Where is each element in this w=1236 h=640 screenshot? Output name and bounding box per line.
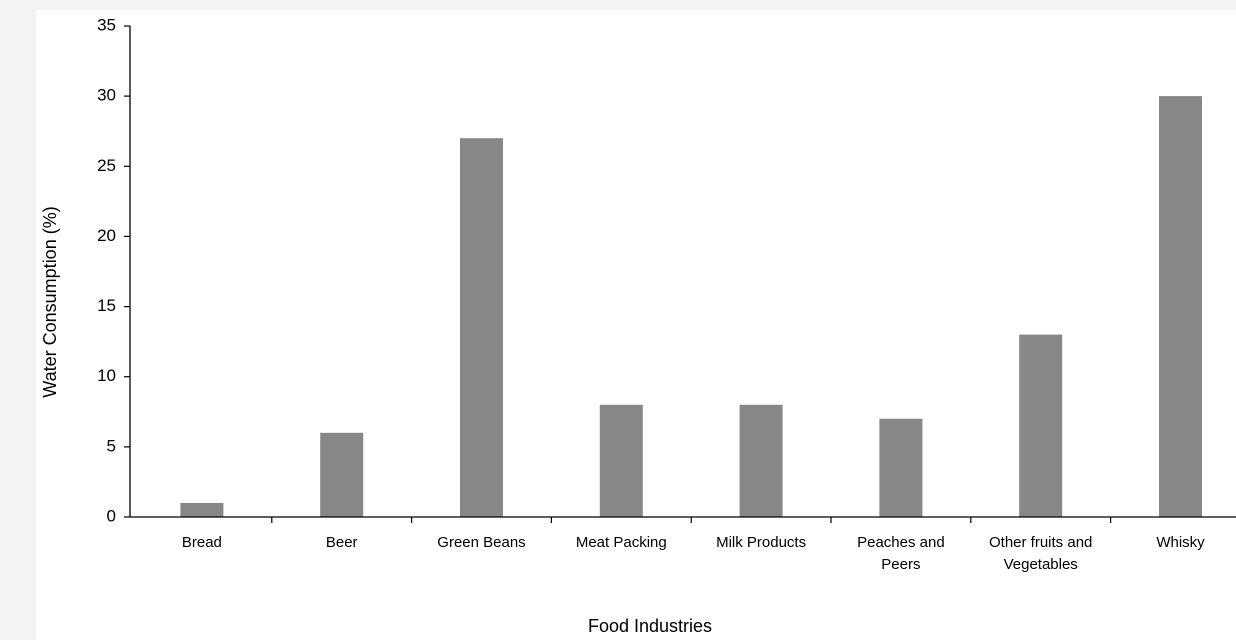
y-tick-label: 15	[97, 296, 116, 315]
x-tick-label: Whisky	[1156, 534, 1205, 551]
x-axis-title: Food Industries	[588, 616, 712, 636]
bar-2	[460, 138, 503, 517]
bar-6	[1019, 334, 1063, 517]
x-tick-label: Green Beans	[437, 534, 525, 551]
y-tick-label: 10	[97, 366, 116, 385]
x-tick-label: Peaches and Peers	[857, 534, 945, 573]
y-tick-label: 0	[107, 506, 116, 525]
y-tick-label: 30	[97, 86, 116, 105]
bar-4	[739, 404, 783, 517]
bar-1	[320, 432, 364, 517]
labels-layer: 0 5 10 15 20 25 30 35 Bread Beer Green Beans Meat P…	[97, 15, 1205, 573]
chart-background	[36, 10, 1236, 640]
x-tick-label: Bread	[182, 534, 222, 551]
x-tick-label: Beer	[326, 534, 358, 551]
y-tick-label: 25	[97, 156, 116, 175]
bars-layer	[180, 96, 1202, 517]
bar-5	[879, 418, 923, 517]
x-tick-label: Other fruits and Vegetables	[989, 534, 1092, 573]
bar-0	[180, 503, 224, 517]
bar-3	[599, 404, 643, 517]
y-axis-title: Water Consumption (%)	[40, 206, 60, 397]
y-tick-label: 35	[97, 15, 116, 34]
x-tick-label: Milk Products	[716, 534, 806, 551]
axes-layer	[124, 25, 1236, 523]
y-tick-label: 5	[107, 436, 116, 455]
bar-7	[1159, 96, 1202, 517]
x-tick-label: Meat Packing	[576, 534, 667, 551]
y-tick-label: 20	[97, 226, 116, 245]
